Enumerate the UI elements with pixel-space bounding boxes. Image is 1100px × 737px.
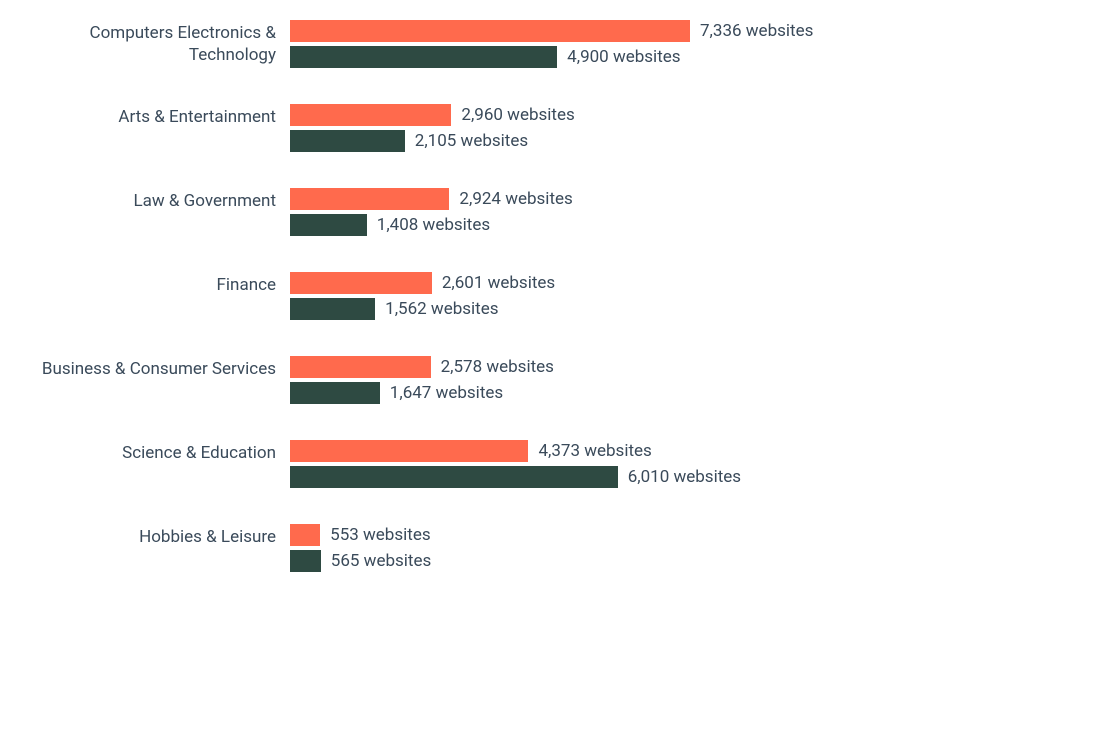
bar-value: 4,373 websites xyxy=(538,441,651,461)
bar-series-b xyxy=(290,298,375,320)
bar-value: 553 websites xyxy=(330,525,430,545)
bar-row-series-b: 565 websites xyxy=(290,550,1100,572)
bar-row-series-a: 4,373 websites xyxy=(290,440,1100,462)
category-label: Computers Electronics & Technology xyxy=(0,20,290,66)
bar-row-series-b: 1,562 websites xyxy=(290,298,1100,320)
bar-series-a xyxy=(290,104,451,126)
bar-row-series-a: 2,578 websites xyxy=(290,356,1100,378)
bar-value: 2,105 websites xyxy=(415,131,528,151)
bar-row-series-a: 2,601 websites xyxy=(290,272,1100,294)
category-row: Law & Government 2,924 websites 1,408 we… xyxy=(0,188,1100,236)
bar-series-a xyxy=(290,188,449,210)
bar-row-series-b: 6,010 websites xyxy=(290,466,1100,488)
bar-value: 2,601 websites xyxy=(442,273,555,293)
bars-group: 2,960 websites 2,105 websites xyxy=(290,104,1100,152)
bars-group: 7,336 websites 4,900 websites xyxy=(290,20,1100,68)
bar-row-series-b: 1,647 websites xyxy=(290,382,1100,404)
bar-value: 1,647 websites xyxy=(390,383,503,403)
bar-row-series-a: 2,924 websites xyxy=(290,188,1100,210)
bar-value: 2,578 websites xyxy=(441,357,554,377)
bars-group: 4,373 websites 6,010 websites xyxy=(290,440,1100,488)
bar-value: 4,900 websites xyxy=(567,47,680,67)
bar-series-b xyxy=(290,130,405,152)
bar-series-b xyxy=(290,466,618,488)
bar-series-a xyxy=(290,524,320,546)
bars-group: 2,924 websites 1,408 websites xyxy=(290,188,1100,236)
bars-group: 2,601 websites 1,562 websites xyxy=(290,272,1100,320)
bar-series-a xyxy=(290,20,690,42)
bar-row-series-a: 553 websites xyxy=(290,524,1100,546)
bar-series-a xyxy=(290,440,528,462)
bar-series-a xyxy=(290,272,432,294)
bar-value: 6,010 websites xyxy=(628,467,741,487)
category-label: Science & Education xyxy=(0,440,290,464)
category-row: Business & Consumer Services 2,578 websi… xyxy=(0,356,1100,404)
category-label: Business & Consumer Services xyxy=(0,356,290,380)
bar-row-series-a: 2,960 websites xyxy=(290,104,1100,126)
category-label: Law & Government xyxy=(0,188,290,212)
bar-row-series-b: 2,105 websites xyxy=(290,130,1100,152)
bar-row-series-a: 7,336 websites xyxy=(290,20,1100,42)
bar-row-series-b: 4,900 websites xyxy=(290,46,1100,68)
grouped-bar-chart: Computers Electronics & Technology 7,336… xyxy=(0,20,1100,572)
bar-value: 2,960 websites xyxy=(461,105,574,125)
bar-series-a xyxy=(290,356,431,378)
category-label: Hobbies & Leisure xyxy=(0,524,290,548)
category-row: Finance 2,601 websites 1,562 websites xyxy=(0,272,1100,320)
bar-value: 2,924 websites xyxy=(459,189,572,209)
bar-value: 7,336 websites xyxy=(700,21,813,41)
bar-value: 1,562 websites xyxy=(385,299,498,319)
bar-series-b xyxy=(290,46,557,68)
bars-group: 553 websites 565 websites xyxy=(290,524,1100,572)
bar-series-b xyxy=(290,214,367,236)
bar-value: 565 websites xyxy=(331,551,431,571)
bar-row-series-b: 1,408 websites xyxy=(290,214,1100,236)
category-label: Finance xyxy=(0,272,290,296)
category-row: Computers Electronics & Technology 7,336… xyxy=(0,20,1100,68)
category-row: Science & Education 4,373 websites 6,010… xyxy=(0,440,1100,488)
bar-series-b xyxy=(290,382,380,404)
category-row: Arts & Entertainment 2,960 websites 2,10… xyxy=(0,104,1100,152)
bar-value: 1,408 websites xyxy=(377,215,490,235)
category-row: Hobbies & Leisure 553 websites 565 websi… xyxy=(0,524,1100,572)
category-label: Arts & Entertainment xyxy=(0,104,290,128)
bars-group: 2,578 websites 1,647 websites xyxy=(290,356,1100,404)
bar-series-b xyxy=(290,550,321,572)
